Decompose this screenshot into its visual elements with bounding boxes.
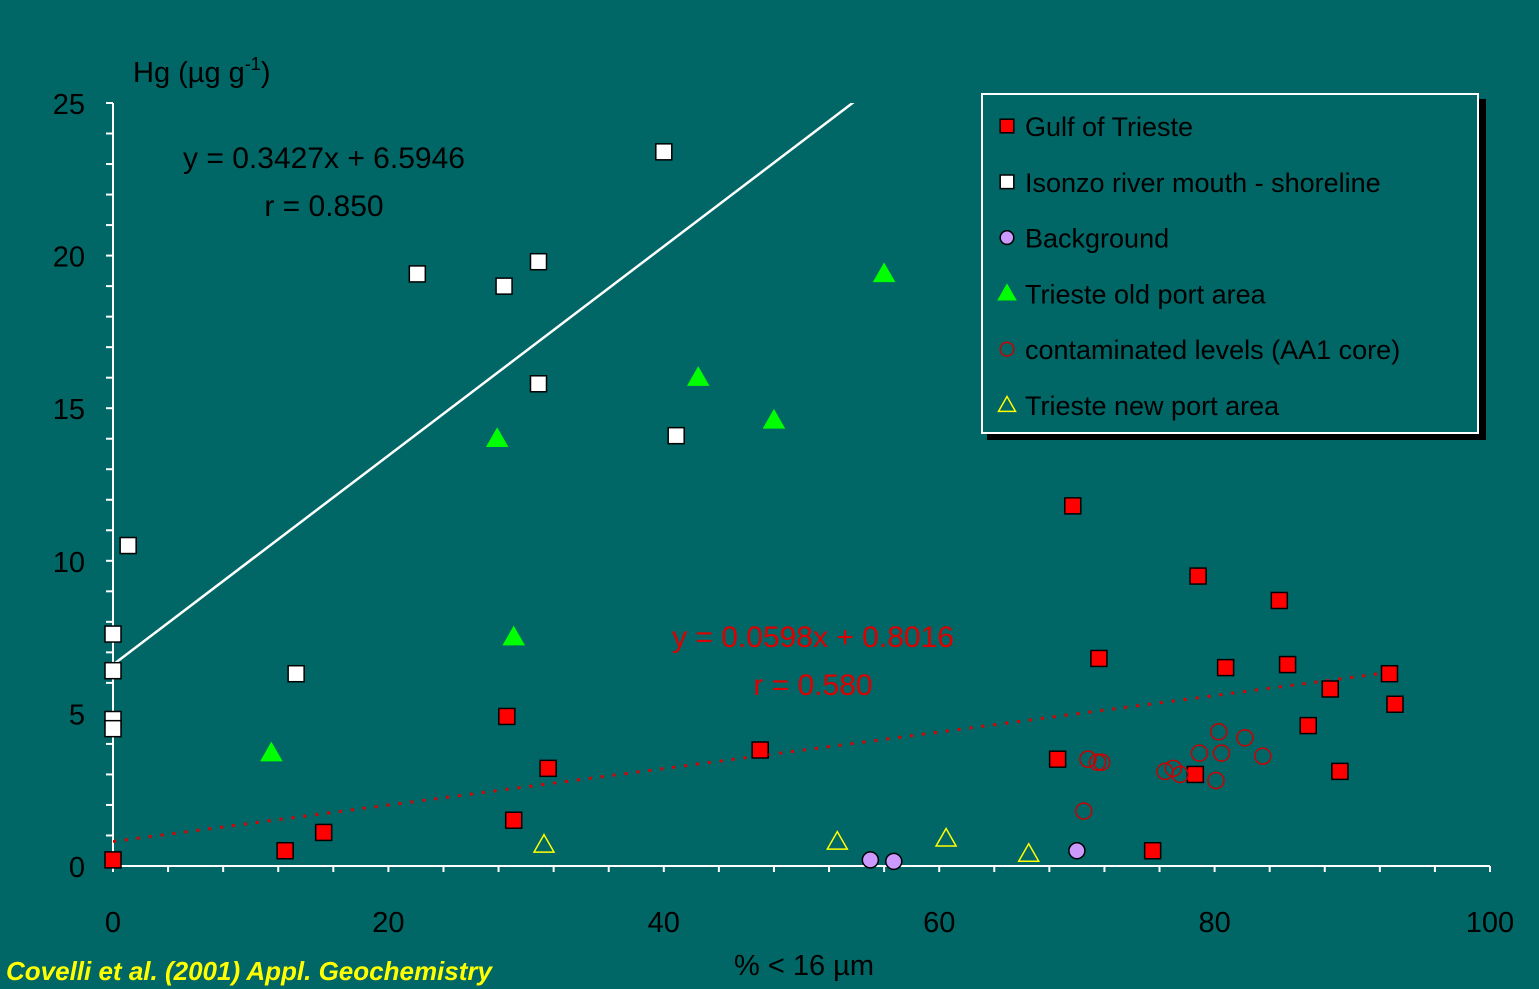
point-trieste-new-port-area — [1017, 842, 1040, 863]
point-gulf-of-trieste — [1299, 716, 1317, 735]
point-trieste-old-port-area — [260, 741, 283, 762]
y-tick-label: 0 — [69, 852, 85, 884]
point-trieste-old-port-area — [485, 427, 509, 447]
legend-label-trieste-old-port-area: Trieste old port area — [1025, 279, 1267, 309]
x-tick-label: 0 — [105, 907, 121, 939]
y-tick-label: 10 — [53, 547, 85, 579]
point-contaminated-levels-aa1-core — [1207, 771, 1225, 790]
point-contaminated-levels-aa1-core — [1171, 765, 1189, 784]
point-trieste-old-port-area — [872, 262, 896, 283]
point-contaminated-levels-aa1-core — [1254, 747, 1272, 765]
point-trieste-new-port-area — [826, 830, 849, 850]
point-isonzo-river-mouth-shoreline — [104, 625, 122, 643]
y-tick-label: 20 — [53, 242, 85, 274]
point-background — [1068, 841, 1086, 860]
x-axis-label: % < 16 µm — [734, 950, 874, 982]
point-gulf-of-trieste — [1143, 841, 1162, 860]
legend-marker-gulf-of-trieste — [999, 118, 1015, 134]
legend-box — [981, 93, 1479, 434]
point-gulf-of-trieste — [1189, 567, 1207, 585]
point-trieste-old-port-area — [502, 625, 525, 646]
legend-marker-trieste-old-port-area — [997, 283, 1017, 301]
minor-ticks — [106, 102, 1491, 872]
legend-marker-contaminated-levels-aa1-core — [999, 341, 1015, 357]
point-background — [861, 851, 880, 869]
point-isonzo-river-mouth-shoreline — [655, 143, 673, 161]
point-trieste-old-port-area — [686, 366, 710, 386]
y-tick-label: 15 — [53, 394, 85, 426]
point-isonzo-river-mouth-shoreline — [119, 536, 137, 555]
point-trieste-old-port-area — [762, 408, 786, 429]
white-trend-r: r = 0.850 — [264, 190, 383, 223]
data-points — [104, 143, 1404, 871]
point-gulf-of-trieste — [1278, 655, 1297, 674]
white-trend-line — [113, 103, 855, 666]
point-contaminated-levels-aa1-core — [1088, 753, 1107, 771]
point-isonzo-river-mouth-shoreline — [287, 664, 305, 683]
point-trieste-new-port-area — [532, 833, 556, 853]
point-gulf-of-trieste — [1270, 591, 1289, 610]
point-isonzo-river-mouth-shoreline — [529, 375, 548, 393]
legend-label-contaminated-levels-aa1-core: contaminated levels (AA1 core) — [1025, 335, 1400, 365]
point-gulf-of-trieste — [1216, 658, 1235, 677]
point-gulf-of-trieste — [1048, 750, 1067, 768]
point-background — [885, 852, 903, 871]
point-gulf-of-trieste — [1380, 664, 1399, 683]
point-contaminated-levels-aa1-core — [1209, 722, 1228, 741]
x-tick-label: 60 — [923, 907, 955, 939]
point-gulf-of-trieste — [751, 741, 769, 759]
x-tick-label: 40 — [648, 907, 680, 939]
legend-marker-trieste-new-port-area — [997, 394, 1017, 413]
point-gulf-of-trieste — [1386, 695, 1404, 713]
red-trend-equation: y = 0.0598x + 0.8016 — [672, 621, 954, 654]
legend-label-gulf-of-trieste: Gulf of Trieste — [1025, 112, 1193, 142]
y-axis-label-superscript: -1 — [245, 54, 261, 74]
point-contaminated-levels-aa1-core — [1164, 759, 1183, 778]
point-contaminated-levels-aa1-core — [1092, 753, 1111, 771]
legend-label-background: Background — [1025, 224, 1169, 254]
point-gulf-of-trieste — [504, 811, 523, 829]
tick-labels: 0 20 40 60 80 100 0 5 10 15 20 25 — [53, 89, 1514, 939]
point-gulf-of-trieste — [1090, 649, 1108, 668]
y-tick-label: 5 — [69, 699, 85, 731]
point-contaminated-levels-aa1-core — [1212, 744, 1231, 762]
point-gulf-of-trieste — [104, 851, 122, 869]
point-contaminated-levels-aa1-core — [1190, 744, 1209, 762]
x-tick-label: 80 — [1198, 907, 1230, 939]
point-gulf-of-trieste — [539, 759, 557, 778]
point-contaminated-levels-aa1-core — [1236, 729, 1254, 747]
point-contaminated-levels-aa1-core — [1079, 750, 1097, 768]
point-isonzo-river-mouth-shoreline — [529, 252, 548, 271]
legend-label-trieste-new-port-area: Trieste new port area — [1025, 391, 1280, 421]
point-gulf-of-trieste — [1321, 680, 1340, 698]
point-trieste-new-port-area — [934, 827, 958, 847]
point-isonzo-river-mouth-shoreline — [104, 719, 122, 738]
point-isonzo-river-mouth-shoreline — [667, 426, 685, 445]
point-isonzo-river-mouth-shoreline — [408, 265, 427, 283]
point-gulf-of-trieste — [498, 707, 516, 726]
point-isonzo-river-mouth-shoreline — [104, 661, 122, 680]
point-gulf-of-trieste — [1064, 497, 1082, 515]
x-tick-label: 100 — [1466, 907, 1514, 939]
y-tick-label: 25 — [53, 89, 85, 121]
point-gulf-of-trieste — [1331, 762, 1349, 781]
point-gulf-of-trieste — [1186, 765, 1205, 784]
x-tick-label: 20 — [372, 907, 404, 939]
y-axis-label: Hg (µg g-1) — [133, 54, 271, 89]
white-trend-equation: y = 0.3427x + 6.5946 — [183, 142, 465, 175]
trendlines — [113, 103, 1394, 844]
point-gulf-of-trieste — [314, 823, 333, 842]
point-gulf-of-trieste — [276, 841, 294, 860]
red-trend-r: r = 0.580 — [753, 669, 872, 702]
legend-marker-isonzo-river-mouth-shoreline — [999, 174, 1015, 190]
point-isonzo-river-mouth-shoreline — [495, 277, 513, 295]
citation: Covelli et al. (2001) Appl. Geochemistry — [6, 956, 494, 986]
legend-label-isonzo-river-mouth-shoreline: Isonzo river mouth - shoreline — [1025, 168, 1381, 198]
legend-marker-background — [999, 230, 1015, 246]
legend: Gulf of Trieste Isonzo river mouth - shor… — [981, 93, 1486, 440]
point-contaminated-levels-aa1-core — [1075, 802, 1093, 820]
